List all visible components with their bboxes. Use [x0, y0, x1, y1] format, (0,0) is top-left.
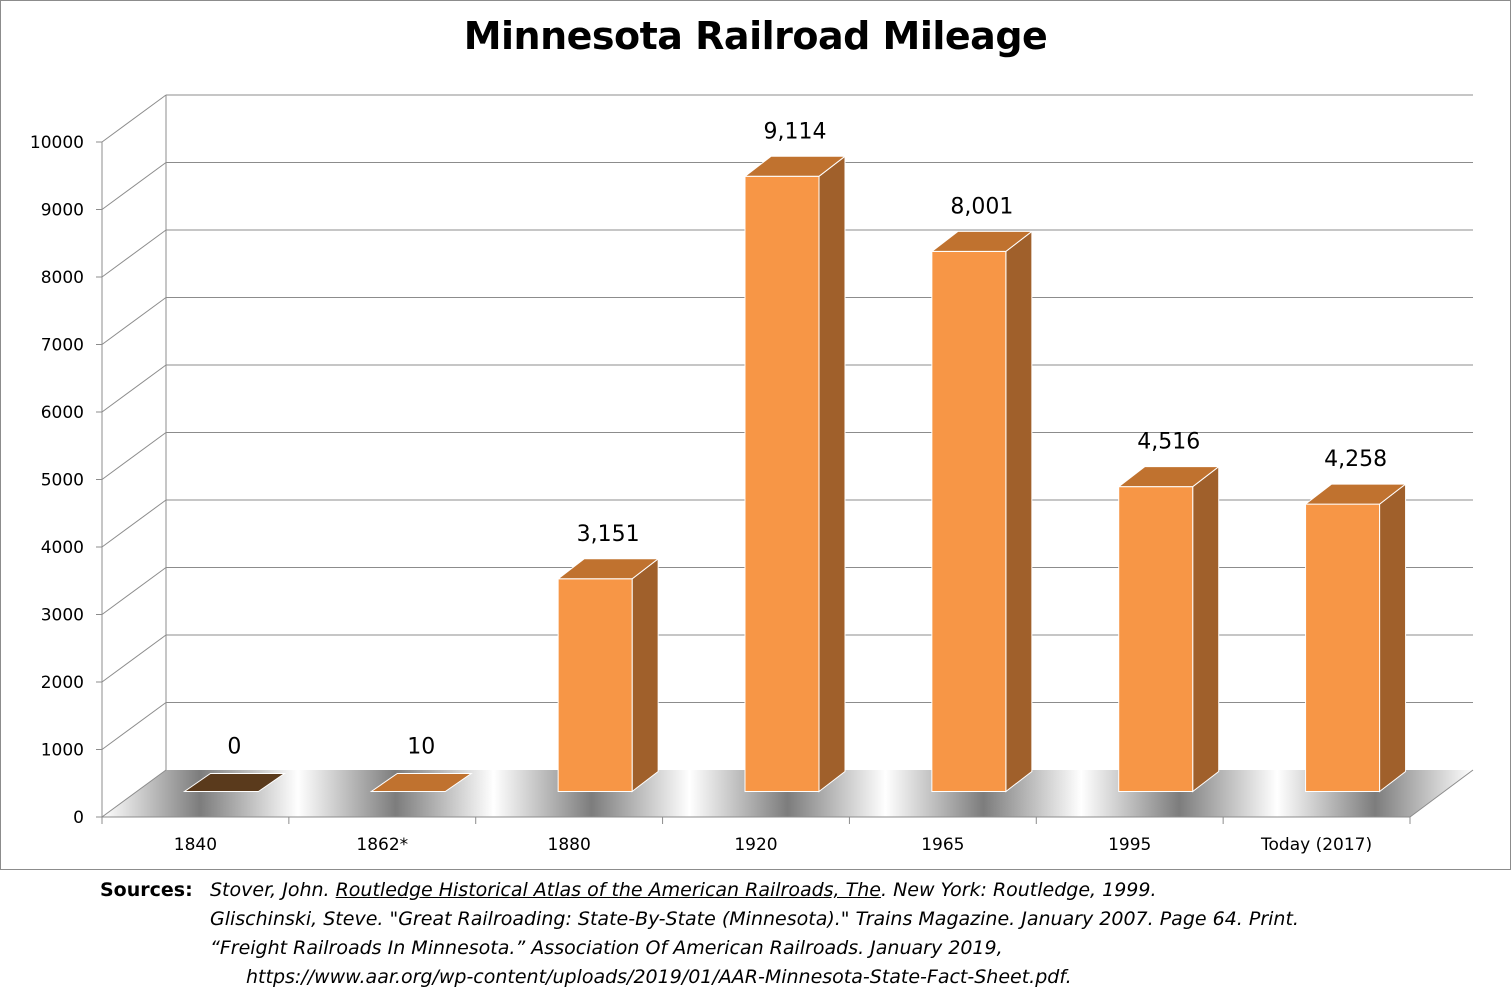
x-tick-labels: 1840 1862* 1880 1920 1965 1995 Today (2017) [174, 835, 1372, 855]
bar-front [557, 578, 633, 792]
floor-right-edge [1409, 769, 1474, 818]
bar-top [930, 230, 1034, 252]
x-tick-label: 1920 [734, 835, 777, 855]
bar-top [743, 155, 847, 177]
source-line-4: https://www.aar.org/wp-content/uploads/2… [246, 966, 1072, 988]
bar-side [818, 155, 846, 793]
gridline-diagonal [101, 634, 167, 683]
bar [556, 557, 660, 793]
bar [182, 773, 287, 792]
gridline-diagonal [101, 297, 167, 345]
source-1-title: Routledge Historical Atlas of the Americ… [335, 879, 881, 901]
source-1-publisher: . New York: Routledge, 1999. [880, 879, 1157, 901]
y-tick-label: 9000 [41, 201, 84, 221]
bar-front [931, 250, 1007, 792]
gridline-diagonal [101, 432, 167, 480]
gridline-diagonal [101, 229, 167, 278]
y-tick-label: 4000 [41, 538, 84, 558]
y-tick-label: 2000 [41, 673, 84, 693]
x-tick-label: 1965 [921, 835, 964, 855]
y-tick-label: 6000 [41, 403, 84, 423]
bar-flat-top [182, 773, 287, 792]
data-label: 4,516 [1137, 430, 1200, 455]
bar-chart: 0100020003000400050006000700080009000100… [30, 94, 1474, 855]
gridline-diagonal [101, 94, 167, 143]
bar-top [1304, 483, 1408, 505]
data-label: 8,001 [950, 194, 1013, 219]
sources-label: Sources: [100, 879, 193, 901]
axes [101, 95, 1474, 824]
gridline-diagonal [101, 567, 167, 615]
y-tick-label: 5000 [41, 471, 84, 491]
y-tick-label: 3000 [41, 606, 84, 626]
gridline-diagonal [101, 499, 167, 548]
bar-front [744, 175, 820, 792]
y-tick-label: 8000 [41, 268, 84, 288]
y-tick-label: 1000 [41, 741, 84, 761]
gridline-diagonal [101, 702, 167, 750]
gridline-diagonal [101, 162, 167, 210]
y-tick-label: 7000 [41, 336, 84, 356]
bar-side [631, 557, 659, 793]
x-tick-label: Today (2017) [1260, 835, 1372, 855]
bar [1304, 483, 1408, 793]
x-tick-label: 1995 [1108, 835, 1151, 855]
bar-side [1192, 465, 1220, 793]
x-tick-label: 1880 [548, 835, 591, 855]
sources-lines: Stover, John. Routledge Historical Atlas… [210, 876, 1500, 992]
bar [1117, 465, 1221, 793]
bar-side [1379, 483, 1407, 793]
gridline-diagonal [101, 769, 167, 818]
bar-top [1117, 466, 1221, 488]
bar-front [1118, 486, 1194, 792]
data-label: 3,151 [577, 522, 640, 547]
data-label: 4,258 [1324, 447, 1387, 472]
source-line-2: Glischinski, Steve. "Great Railroading: … [210, 908, 1299, 930]
data-labels: 0 10 3,151 9,114 8,001 4,516 4,258 [227, 119, 1387, 759]
bar [930, 230, 1034, 793]
bar-flat-top [369, 773, 473, 792]
bar-side [1005, 230, 1033, 793]
y-tick-label: 0 [73, 808, 84, 828]
x-tick-label: 1862* [356, 835, 408, 855]
data-label: 9,114 [764, 119, 827, 144]
source-line-1: Stover, John. Routledge Historical Atlas… [210, 876, 1500, 905]
source-1-author: Stover, John. [210, 879, 336, 901]
bar-front [1305, 503, 1381, 792]
source-line-3: “Freight Railroads In Minnesota.” Associ… [210, 937, 1003, 959]
y-tick-label: 10000 [30, 133, 84, 153]
x-tick-label: 1840 [174, 835, 217, 855]
gridline-diagonal [101, 364, 167, 413]
y-tick-labels: 0 1000 2000 3000 4000 5000 6000 7000 8000 9000 100… [30, 133, 84, 828]
chart-title: Minnesota Railroad Mileage [463, 14, 1048, 58]
data-label: 10 [407, 735, 435, 760]
bar [369, 773, 473, 792]
bars [182, 155, 1408, 793]
bar-top [556, 558, 660, 580]
data-label: 0 [227, 735, 241, 760]
bar [743, 155, 847, 793]
